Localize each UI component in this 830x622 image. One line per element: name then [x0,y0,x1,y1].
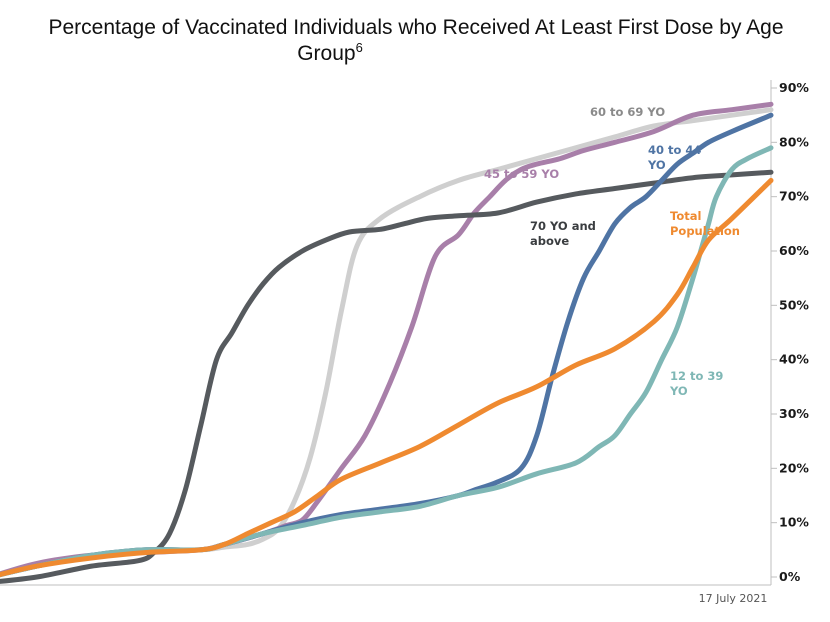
series-label-12-to-39-yo: 12 to 39 YO [669,369,723,398]
y-tick-label: 30% [779,406,809,421]
chart-title-text: Percentage of Vaccinated Individuals who… [48,16,783,65]
series-labels: 60 to 69 YO 45 to 59 YO 70 YO and above 40 t… [484,105,740,398]
y-tick-label: 90% [779,80,809,95]
y-tick-label: 80% [779,134,809,149]
series-label-70-yo-and-above: 70 YO and above [530,219,596,248]
y-tick-label: 40% [779,352,809,367]
chart-title-superscript: 6 [356,40,363,55]
series-line-40-to-44-yo [0,112,774,578]
chart-title-line-2: Group [297,42,355,65]
chart-title: Percentage of Vaccinated Individuals who… [48,16,783,65]
chart-title-line-1: Percentage of Vaccinated Individuals who… [48,16,783,39]
series-label-total-population: Total Population [670,209,740,238]
y-tick-label: 20% [779,460,809,475]
y-tick-label: 10% [779,515,809,530]
y-tick-label: 50% [779,297,809,312]
y-axis: 0% 10% 20% 30% 40% 50% 60% 70% 80% 90% [0,80,809,586]
series-label-60-to-69-yo: 60 to 69 YO [590,105,665,119]
y-tick-label: 0% [779,569,801,584]
series-label-40-to-44-yo: 40 to 44 YO [647,143,701,172]
series-lines [0,101,774,584]
series-label-45-to-59-yo: 45 to 59 YO [484,167,559,181]
x-end-date-label: 17 July 2021 [699,592,768,605]
y-tick-label: 70% [779,189,809,204]
y-tick-label: 60% [779,243,809,258]
series-line-total-population [0,177,774,578]
series-line-70-yo-and-above [0,169,774,584]
